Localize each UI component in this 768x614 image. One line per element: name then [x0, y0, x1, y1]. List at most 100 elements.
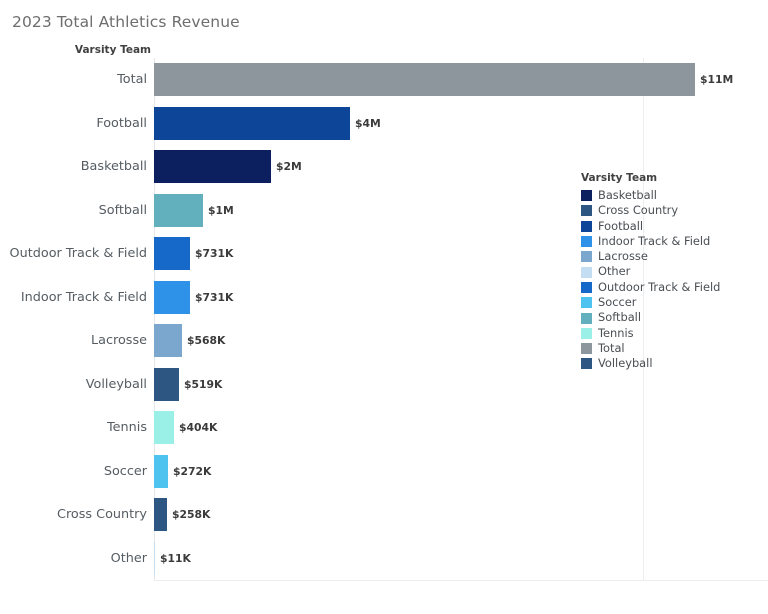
legend-item[interactable]: Football: [581, 219, 761, 234]
bar-row: Soccer $272K: [0, 450, 768, 494]
legend-item-label: Outdoor Track & Field: [598, 279, 721, 294]
legend-item[interactable]: Soccer: [581, 295, 761, 310]
bar-row: Cross Country $258K: [0, 493, 768, 537]
bar[interactable]: [154, 150, 271, 184]
legend-color-swatch-icon: [581, 297, 592, 309]
legend-item[interactable]: Lacrosse: [581, 249, 761, 264]
plot-bottom-border: [154, 580, 768, 581]
legend-item-label: Basketball: [598, 188, 657, 202]
bar-and-value: $1M: [154, 189, 234, 233]
legend-color-swatch-icon: [581, 190, 592, 202]
bar[interactable]: [154, 193, 203, 227]
bar-row: Volleyball $519K: [0, 363, 768, 407]
bar[interactable]: [154, 280, 190, 314]
bar-value-label: $258K: [172, 508, 211, 522]
legend-item-label: Softball: [598, 310, 642, 325]
bar-value-label: $519K: [184, 377, 223, 391]
legend-color-swatch-icon: [581, 312, 592, 324]
legend-item[interactable]: Volleyball: [581, 356, 761, 371]
bar-row: Outdoor Track & Field $731K: [0, 232, 768, 276]
bar-row: Basketball $2M: [0, 145, 768, 189]
bar-and-value: $731K: [154, 276, 233, 320]
legend-color-swatch-icon: [581, 343, 592, 355]
legend-items: Basketball Cross Country Football Indoor Tr…: [581, 188, 761, 372]
bar-value-label: $568K: [187, 334, 226, 348]
bar-row: Tennis $404K: [0, 406, 768, 450]
legend-color-swatch-icon: [581, 236, 592, 248]
bar-and-value: $258K: [154, 493, 210, 537]
category-label: Tennis: [107, 420, 147, 435]
bar-and-value: $404K: [154, 406, 217, 450]
bar[interactable]: [154, 63, 695, 97]
legend-color-swatch-icon: [581, 327, 592, 339]
bar[interactable]: [154, 498, 167, 532]
bar-value-label: $731K: [195, 247, 234, 261]
legend-item-label: Indoor Track & Field: [598, 233, 711, 248]
bar-and-value: $4M: [154, 102, 381, 146]
category-label: Soccer: [103, 463, 147, 479]
bar-row: Football $4M: [0, 102, 768, 146]
legend-title: Varsity Team: [581, 172, 658, 184]
bar[interactable]: [154, 237, 190, 271]
y-axis-line: [153, 58, 155, 580]
legend-item-label: Football: [598, 218, 644, 233]
panel-divider-line: [643, 58, 644, 580]
bar-and-value: $2M: [154, 145, 302, 189]
legend-item-label: Tennis: [598, 325, 634, 340]
category-label: Outdoor Track & Field: [9, 246, 147, 261]
chart-title: 2023 Total Athletics Revenue: [12, 13, 240, 31]
legend-color-swatch-icon: [581, 266, 592, 278]
category-label: Football: [96, 115, 147, 131]
bar-row: Other $11K: [0, 537, 768, 581]
category-label: Cross Country: [57, 507, 147, 522]
y-axis-field-label: Varsity Team: [74, 44, 151, 56]
bar-row: Total $11M: [0, 58, 768, 102]
bar-value-label: $1M: [208, 203, 234, 217]
legend-item-label: Cross Country: [598, 203, 679, 218]
bar-and-value: $11M: [154, 58, 733, 102]
bar[interactable]: [154, 411, 174, 445]
legend-color-swatch-icon: [581, 220, 592, 232]
legend-item[interactable]: Total: [581, 341, 761, 356]
legend-item-label: Lacrosse: [598, 249, 648, 264]
bar-value-label: $731K: [195, 290, 234, 304]
legend-item[interactable]: Outdoor Track & Field: [581, 280, 761, 295]
legend-color-swatch-icon: [581, 251, 592, 263]
category-label: Volleyball: [85, 376, 147, 392]
bar[interactable]: [154, 454, 168, 488]
bar-row: Indoor Track & Field $731K: [0, 276, 768, 320]
bar-value-label: $11M: [700, 73, 734, 87]
bar-value-label: $11K: [160, 551, 191, 565]
legend-item-label: Total: [598, 340, 625, 355]
bar-and-value: $731K: [154, 232, 233, 276]
legend-item[interactable]: Indoor Track & Field: [581, 234, 761, 249]
legend-color-swatch-icon: [581, 281, 592, 293]
legend-item[interactable]: Cross Country: [581, 203, 761, 218]
category-label: Total: [117, 72, 147, 87]
bar-and-value: $272K: [154, 450, 211, 494]
bar-value-label: $2M: [276, 160, 302, 174]
legend-item-label: Volleyball: [598, 356, 653, 371]
category-label: Indoor Track & Field: [20, 289, 147, 305]
bar[interactable]: [154, 541, 155, 575]
category-label: Lacrosse: [90, 333, 147, 348]
bar[interactable]: [154, 324, 182, 358]
bar[interactable]: [154, 106, 350, 140]
legend-item-label: Other: [598, 264, 631, 279]
bar-and-value: $568K: [154, 319, 225, 363]
legend-item[interactable]: Basketball: [581, 188, 761, 203]
bar[interactable]: [154, 367, 179, 401]
bar-and-value: $519K: [154, 363, 222, 407]
legend: Varsity Team Basketball Cross Country Foot…: [581, 172, 761, 372]
bar-row: Lacrosse $568K: [0, 319, 768, 363]
legend-item-label: Soccer: [598, 295, 637, 310]
category-label: Softball: [98, 202, 147, 218]
legend-item[interactable]: Other: [581, 264, 761, 279]
legend-color-swatch-icon: [581, 358, 592, 370]
bar-and-value: $11K: [154, 537, 191, 581]
bar-value-label: $404K: [179, 421, 218, 435]
legend-item[interactable]: Tennis: [581, 326, 761, 341]
legend-item[interactable]: Softball: [581, 310, 761, 325]
category-label: Other: [110, 550, 147, 566]
